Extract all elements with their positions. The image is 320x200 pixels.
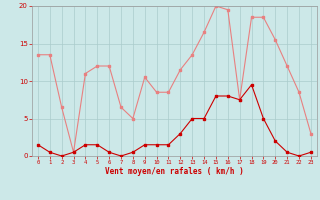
X-axis label: Vent moyen/en rafales ( km/h ): Vent moyen/en rafales ( km/h ) <box>105 167 244 176</box>
